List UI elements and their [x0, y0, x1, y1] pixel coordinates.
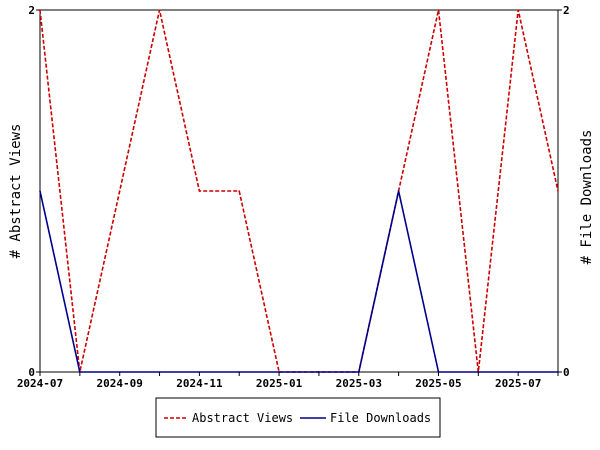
legend-label-abstract-views: Abstract Views — [192, 411, 293, 425]
data-point-abstract-views — [557, 190, 559, 192]
data-point-abstract-views — [158, 9, 161, 11]
legend: Abstract Views File Downloads — [155, 397, 441, 438]
y-tick-label: 2 — [28, 4, 35, 17]
plot-area — [39, 9, 559, 373]
x-tick-label: 2024-11 — [176, 377, 223, 390]
data-point-abstract-views — [437, 9, 440, 11]
x-tick-label: 2025-05 — [415, 377, 461, 390]
x-tick-label: 2025-03 — [336, 377, 382, 390]
data-point-abstract-views — [517, 9, 519, 11]
data-point-file-downloads — [39, 190, 41, 192]
y2-tick-label: 0 — [563, 366, 570, 379]
x-tick-label: 2025-01 — [256, 377, 303, 390]
x-tick-label: 2024-09 — [97, 377, 143, 390]
data-point-abstract-views — [238, 190, 240, 192]
series-line-file-downloads — [39, 190, 558, 373]
x-tick-label: 2025-07 — [495, 377, 541, 390]
legend-box — [155, 397, 441, 438]
y-axis-title: # Abstract Views — [8, 124, 24, 259]
x-tick-label: 2024-07 — [17, 377, 63, 390]
y2-tick-label: 2 — [563, 4, 570, 17]
y2-axis-title: # File Downloads — [579, 130, 595, 265]
axis-layer: 2024-07 2024-09 2024-11 2025-01 2025-03 2025-… — [17, 4, 570, 390]
plot-frame — [39, 9, 559, 373]
legend-label-file-downloads: File Downloads — [330, 411, 431, 425]
data-point-abstract-views — [198, 190, 201, 192]
data-point-file-downloads — [397, 190, 400, 192]
y-tick-label: 0 — [28, 366, 35, 379]
data-point-abstract-views — [118, 190, 121, 192]
